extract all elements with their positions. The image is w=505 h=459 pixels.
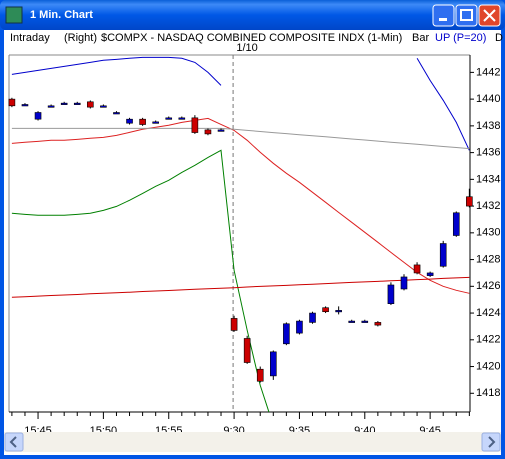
y-tick-label: 1424	[476, 307, 500, 319]
y-tick-label: 1422	[476, 334, 500, 346]
candle-body	[191, 117, 199, 133]
header-truncated: D	[495, 32, 503, 44]
candle-body	[322, 307, 329, 313]
client-area	[4, 30, 501, 455]
y-tick-label: 1430	[476, 227, 500, 239]
candle-body	[374, 322, 382, 326]
candle-body	[152, 121, 159, 124]
candle-body	[204, 129, 212, 135]
candle-body	[400, 276, 408, 290]
candle-body	[165, 117, 173, 120]
y-tick-label: 1440	[476, 93, 500, 105]
scroll-right-arrow	[488, 436, 496, 448]
indicator-line	[11, 117, 470, 294]
minimize-button[interactable]	[432, 4, 455, 27]
y-tick-label: 1426	[476, 280, 500, 292]
title-bar	[0, 0, 505, 30]
y-tick-label: 1442	[476, 66, 500, 78]
candle-body	[439, 243, 447, 267]
candle-body	[21, 104, 29, 107]
candle-body	[113, 112, 120, 115]
candle-body	[283, 323, 290, 345]
y-tick-label: 1420	[476, 360, 500, 372]
scroll-left-button[interactable]	[4, 432, 24, 452]
candle-body	[87, 101, 94, 108]
header-mode: Intraday	[10, 32, 50, 44]
app-icon[interactable]	[5, 6, 23, 24]
window-title: 1 Min. Chart	[30, 9, 93, 21]
session-date: 1/10	[236, 42, 257, 54]
header-indicator: UP (P=20)	[435, 32, 486, 44]
candle-body	[413, 264, 421, 274]
indicator-line	[11, 276, 470, 298]
candle-body	[256, 368, 264, 382]
scrollbar[interactable]	[4, 432, 501, 452]
candle-body	[426, 272, 434, 276]
candle-body	[217, 129, 225, 132]
y-tick-label: 1428	[476, 253, 500, 265]
y-tick-label: 1434	[476, 173, 500, 185]
candle-body	[269, 351, 277, 377]
indicator-line	[11, 127, 470, 150]
minimize-icon	[439, 18, 447, 21]
y-tick-label: 1436	[476, 147, 500, 159]
candle-body	[348, 320, 356, 323]
y-tick-label: 1438	[476, 120, 500, 132]
header-side: (Right)	[64, 32, 97, 44]
candle-body	[100, 105, 107, 108]
indicator-line	[11, 149, 270, 412]
candle-body	[73, 102, 81, 105]
candle-body	[47, 105, 55, 108]
close-icon	[483, 9, 496, 22]
candle-body	[8, 98, 16, 107]
header-symbol: $COMPX - NASDAQ COMBINED COMPOSITE INDX …	[101, 32, 402, 44]
y-tick-label: 1432	[476, 200, 500, 212]
candle-body	[126, 118, 133, 124]
indicator-lines	[11, 56, 470, 412]
candle-body	[296, 320, 303, 334]
candle-body	[34, 112, 42, 120]
candle-body	[452, 212, 460, 236]
maximize-icon	[460, 9, 473, 21]
candle-body	[309, 312, 316, 323]
chart: 1418 1420 1422 1424 1426 1428 1430 1432 1434 1436…	[8, 42, 500, 437]
candle-body	[361, 320, 369, 323]
header-style: Bar	[412, 32, 429, 44]
maximize-button[interactable]	[455, 4, 478, 27]
candle-body	[335, 310, 342, 313]
candle-body	[466, 196, 473, 207]
candle-body	[139, 118, 146, 125]
candle-body	[178, 117, 186, 120]
candle-body	[230, 318, 238, 331]
candle-body	[243, 338, 251, 363]
candle-body	[60, 102, 68, 105]
y-tick-label: 1418	[476, 387, 500, 399]
scroll-right-button[interactable]	[481, 432, 501, 452]
indicator-line	[11, 56, 470, 151]
scroll-left-arrow	[9, 436, 17, 448]
candle-body	[387, 284, 395, 304]
